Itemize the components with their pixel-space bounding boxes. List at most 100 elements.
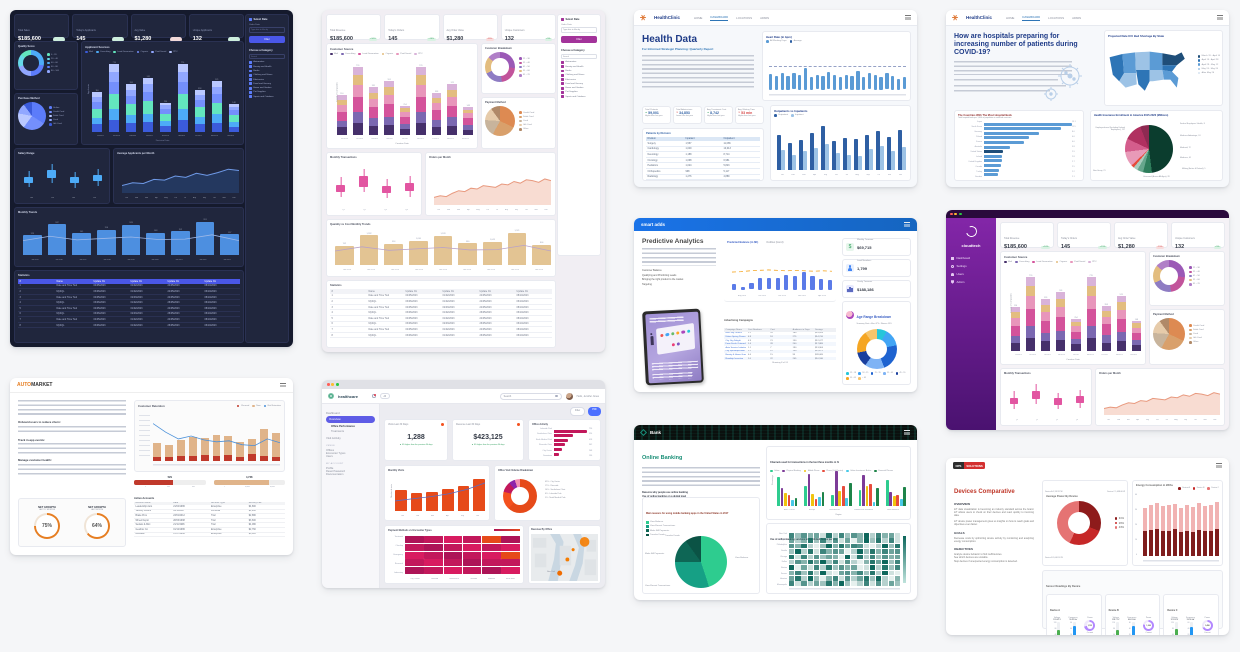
- kpi-label: Avg Waiting Time: [738, 109, 755, 111]
- age-breakdown-panel: Age Range Breakdown Summary Stats • Men 4…: [842, 301, 911, 385]
- kpi-value: 34,853: [679, 111, 690, 115]
- kpi-value: 1,799: [857, 265, 868, 271]
- map-legend: March 31 - April 14 April 15 - April 28 Ap…: [1197, 55, 1220, 75]
- intro-paragraph: [642, 248, 716, 266]
- paragraph: [18, 425, 126, 434]
- x-axis-ticks: Asia - Pacific Europe Latin America Middle …: [783, 509, 900, 511]
- search-input: Search: [561, 54, 597, 59]
- panel-title: Purchase Method: [18, 97, 40, 100]
- thumbnail-automarket[interactable]: AUTO MARKET Onboard users to reduce churn…: [10, 378, 293, 555]
- heatmap-colorbar: [903, 536, 906, 583]
- healthclinic-logo-icon: [952, 14, 958, 21]
- panel-title: Channels used for transactions in the la…: [770, 461, 839, 464]
- bullet-axis: 0 300 600: [144, 486, 195, 488]
- applicant-sources-panel: Applicant Sources Mail Consulting Lead Gen…: [81, 41, 244, 145]
- gauge-group: NET GROWTH LAST 12 MONTHS 75%: [34, 506, 60, 539]
- kpi-card: Unique Customers 132 +5%: [500, 14, 556, 42]
- kpi-value: $185,600: [330, 36, 353, 42]
- pie-callout: Medicaid, 72: [1180, 147, 1191, 149]
- thumbnail-online-banking[interactable]: Bank Online Banking Reasons why people u…: [634, 425, 917, 600]
- section-overview: OVERVIEW: [954, 502, 971, 506]
- net-growth-gauge: 75%: [34, 513, 60, 539]
- bullet-gauge: 4,738 0 3,000 6,000: [213, 476, 285, 494]
- menu-icon: [904, 222, 910, 227]
- thumbnail-ecommerce-dashboard[interactable]: Total Revenue $185,600 +10% Today's Orders…: [322, 10, 605, 352]
- campaigns-panel: Advertising Campaigns Campaign Name Cost …: [724, 308, 836, 388]
- sidebar-item-users: Users: [956, 272, 964, 276]
- kpi-note: ▲ 6% higher than the previous 30 days: [471, 444, 505, 446]
- calendar-icon: [249, 18, 252, 21]
- brand-name: HealthClinic: [654, 15, 681, 20]
- power-current-gauges: Power 1,060 Current 8.9: [1141, 617, 1157, 635]
- x-axis-ticks: Aug 2018 Jan 2019 Jun 2019 Nov 2019 Apr 2020: [738, 295, 826, 297]
- sidebar-item-overview: Overview: [326, 416, 375, 423]
- person-figure: [649, 335, 654, 345]
- customer-breakdown-panel: Customer Breakdown 21 - 30 31 - 40 41 - 50…: [1149, 251, 1225, 306]
- app-header: healthcare All Search Hello, Jennifer Jo…: [322, 389, 605, 404]
- gauge-subtitle: LAST 12 MONTHS: [38, 509, 56, 511]
- kpi-value: 132: [192, 36, 202, 42]
- area-chart: [1104, 379, 1220, 415]
- thumbnail-healthcare-app[interactable]: healthcare All Search Hello, Jennifer Jo…: [322, 380, 605, 588]
- section-heading: Onboard users to reduce churn:: [18, 420, 61, 424]
- kpi-value: 145: [1061, 244, 1071, 250]
- section-heading: Manage customer health:: [18, 458, 52, 462]
- x-axis-label: Region: [835, 514, 842, 516]
- sidebar-account-items: Profile Reset Password Documentation: [326, 466, 345, 476]
- nav-admin: ADMIN: [760, 15, 770, 20]
- kpi-note: Lower than last year: [676, 115, 694, 117]
- alert-icon: [517, 423, 520, 426]
- col-labels: City Center Riverside Southshore Lakeside Mi…: [410, 578, 515, 580]
- area-chart: [122, 159, 239, 193]
- y-axis-label: Number of visits: [390, 484, 393, 499]
- pie-callout: Uninsured (Across All Ages), 28: [1143, 176, 1170, 178]
- statistics-panel: Statistics # Name Update On Update On Update…: [14, 270, 244, 343]
- legend: Mail Consulting Lead Generation Organic Paid…: [85, 50, 240, 54]
- brand-ops: OPS: [953, 462, 964, 469]
- panel-title: Energy Consumption in kWhs: [1136, 484, 1173, 487]
- mobile-banking-pie-panel: Main reasons for using mobile banking ap…: [642, 497, 760, 594]
- intro-block: Health Data For Informed Strategic Plann…: [642, 34, 754, 89]
- thumbnail-devices-comparative[interactable]: OPS SOLUTIONS Devices Comparative OVERVI…: [946, 458, 1229, 635]
- search-input: Search: [499, 392, 562, 400]
- copy-block: Devices Comparative OVERVIEW IoT data vi…: [954, 480, 1034, 563]
- copy-block: Predictive Analytics Customer Balance Qua…: [642, 238, 716, 287]
- kpi-value: $69,715: [857, 244, 872, 250]
- panel-title: Advertising Campaigns: [724, 319, 753, 322]
- thumbnail-smart-adds[interactable]: smart adds Predictive Analytics Customer…: [634, 218, 917, 392]
- thumbnail-dark-dashboard[interactable]: Total Sales $185,600 Today's Applicants 14…: [10, 10, 293, 347]
- x-axis-ticks: [789, 588, 900, 591]
- panel-title: Average Power By Device: [1046, 495, 1078, 498]
- legend: Online Credit Card Debit Card Cash Gift Card: [49, 106, 64, 126]
- question-line: [954, 84, 1066, 88]
- city-heatmap-panel: Use of online banking services in the Un…: [766, 523, 911, 594]
- thumbnail-healthclinic-covid[interactable]: HealthClinic HOME DASHBOARD LOCATIONS AD…: [946, 10, 1229, 187]
- gauge-value: 64%: [86, 515, 108, 537]
- header-pattern: [634, 425, 917, 440]
- x-axis-ticks: [769, 94, 906, 97]
- sidebar-title: Choose a Category: [561, 49, 585, 52]
- panel-title: Projected Date ICU Bed Shortage By State: [1108, 34, 1165, 38]
- dark-filter-sidebar: Select Date Order Date Type date to filt…: [245, 14, 289, 343]
- section-goals: GOALS: [954, 530, 965, 535]
- nav-dashboard: DASHBOARD: [710, 14, 729, 21]
- search-input: Search: [249, 54, 285, 59]
- tablet-text: [651, 371, 693, 380]
- app-header: Bank: [634, 425, 917, 440]
- monthly-transactions-panel: Monthly Transactions Q1 Q2 Q3 Q4: [1000, 368, 1092, 426]
- kpi-column: $ Weekly Turnover$69,715+3.5% vs previou…: [842, 238, 911, 385]
- thumbnail-healthclinic-data[interactable]: HealthClinic HOME DASHBOARD LOCATIONS AD…: [634, 10, 917, 187]
- kpi-note: Higher than last year: [707, 115, 725, 117]
- panel-title: Customer Retention: [138, 404, 165, 408]
- trend-line: [23, 219, 239, 255]
- brand-name: HealthClinic: [966, 15, 993, 20]
- menu-icon: [1216, 463, 1222, 468]
- thumbnail-cloudtech[interactable]: cloudtech Dashboard Settings Users Admin…: [946, 210, 1229, 430]
- panel-title: Active Accounts: [134, 497, 155, 500]
- net-growth-gauge: 64%: [84, 513, 110, 539]
- page-title: How are hospitals preparing for increasi…: [954, 33, 1078, 57]
